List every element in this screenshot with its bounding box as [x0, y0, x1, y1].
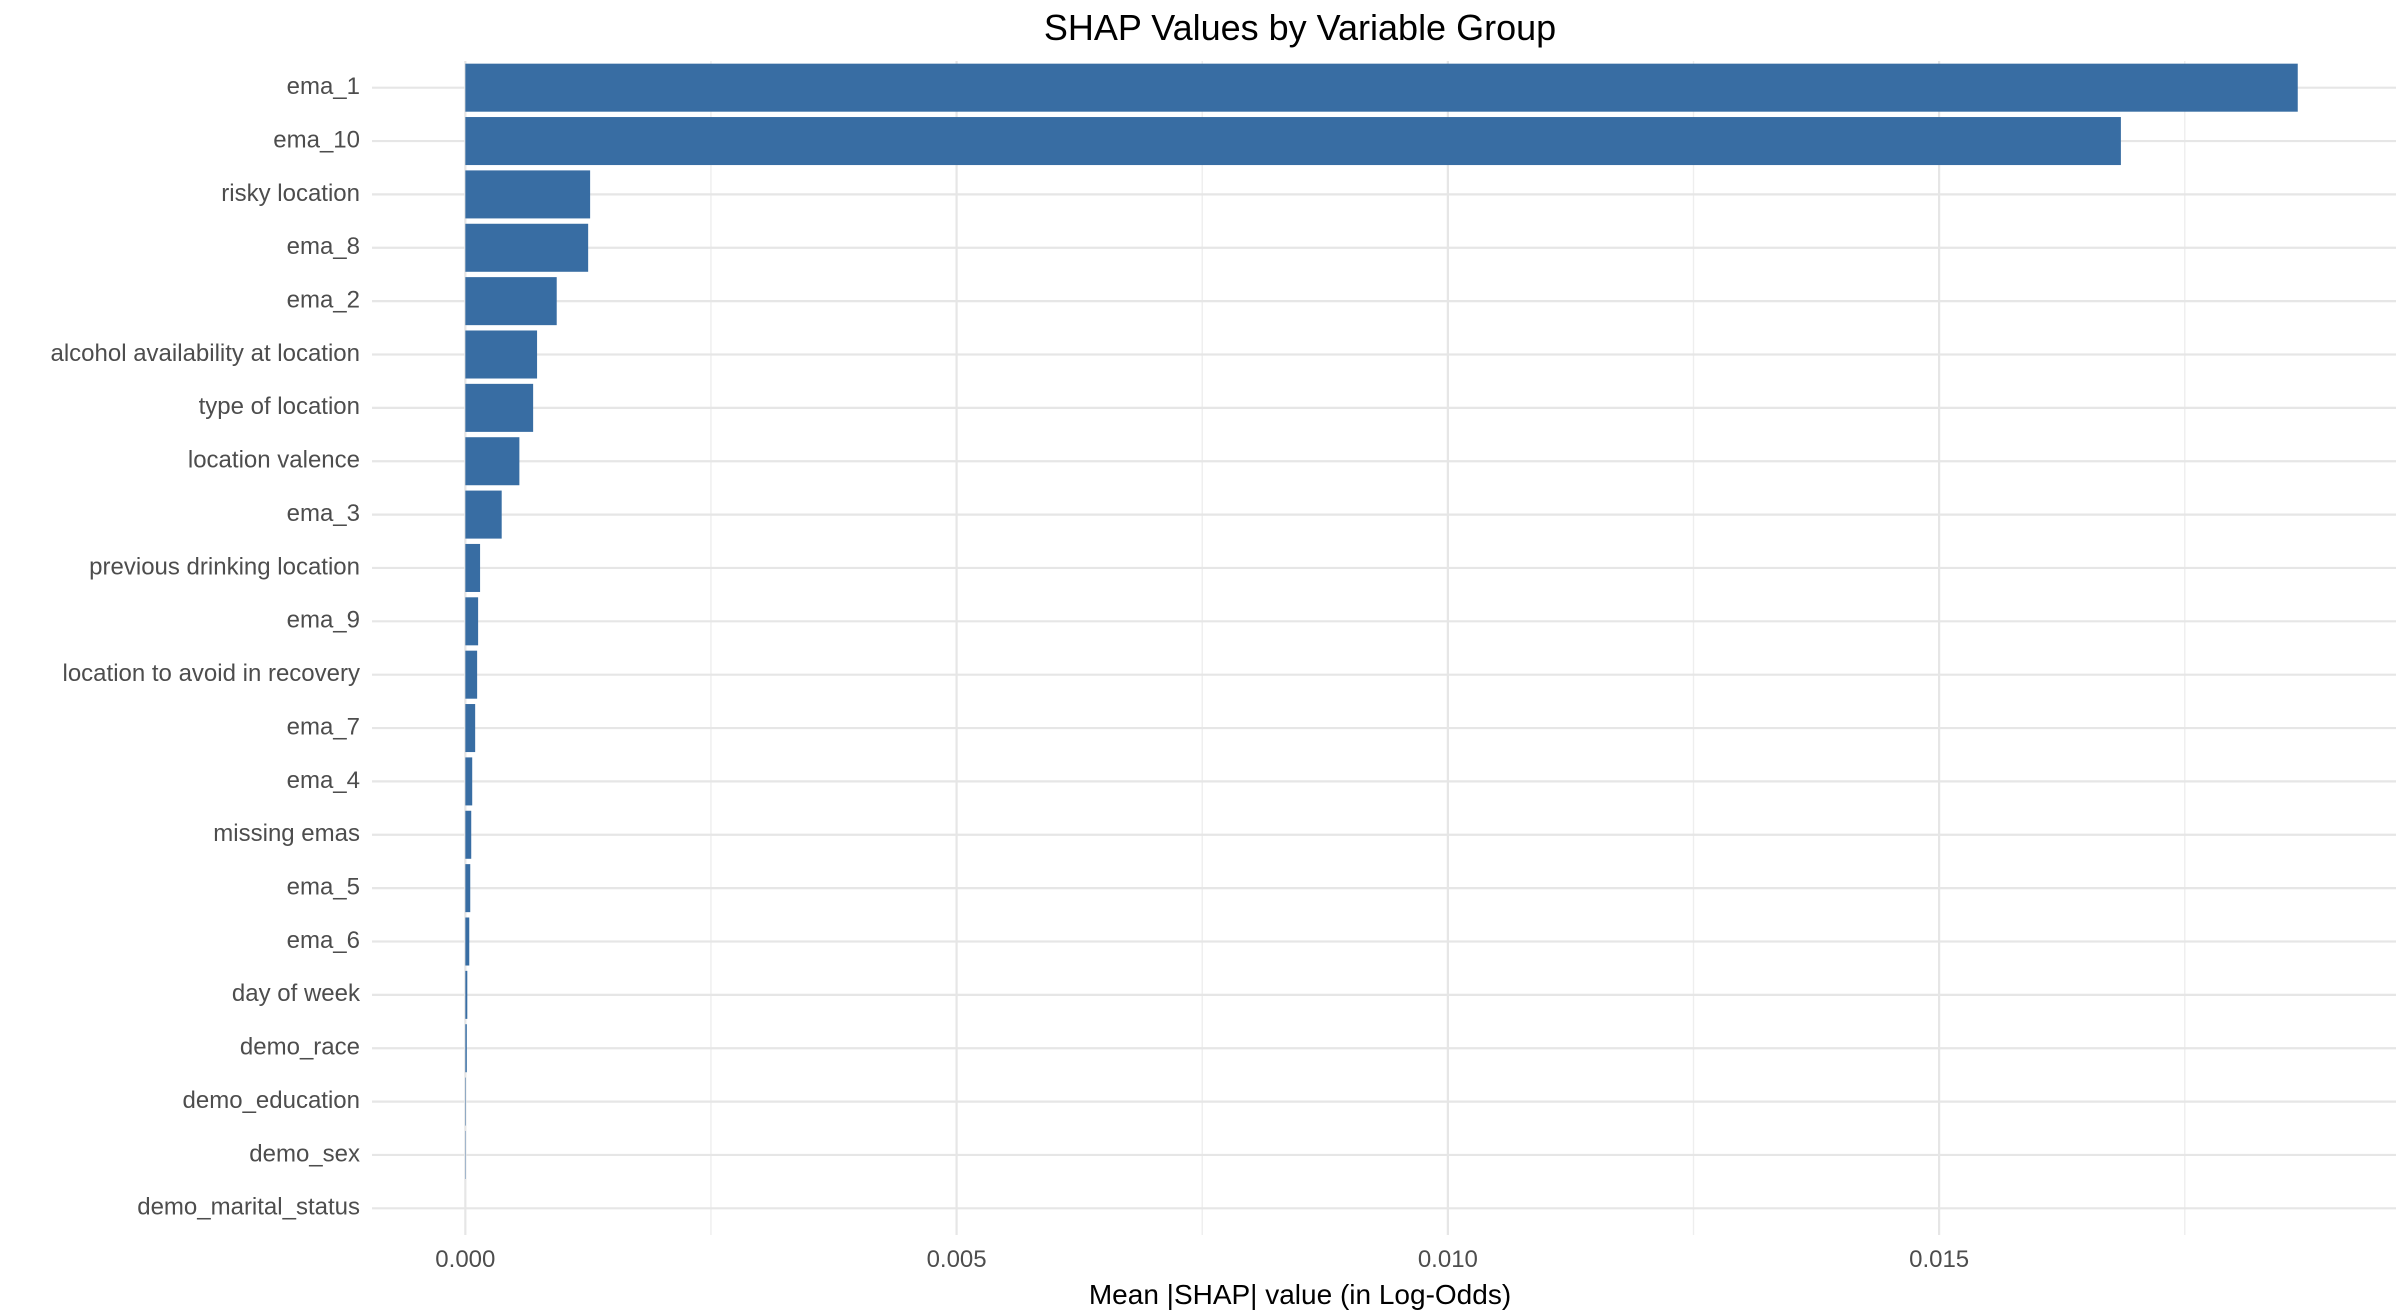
y-tick-label: previous drinking location: [89, 553, 360, 580]
y-tick-label: ema_8: [287, 233, 360, 260]
bar: [465, 757, 473, 806]
bar: [465, 490, 502, 539]
y-tick-label: alcohol availability at location: [50, 340, 360, 367]
y-tick-label: day of week: [232, 980, 361, 1007]
y-tick-label: demo_marital_status: [137, 1194, 360, 1221]
bar: [465, 864, 471, 913]
bar: [465, 543, 481, 592]
bar: [465, 383, 534, 432]
x-tick-label: 0.015: [1909, 1246, 1969, 1273]
y-tick-label: ema_6: [287, 927, 360, 954]
x-tick-label: 0.000: [435, 1246, 495, 1273]
x-tick-label: 0.005: [927, 1246, 987, 1273]
x-tick-label: 0.010: [1418, 1246, 1478, 1273]
y-tick-label: ema_3: [287, 500, 360, 527]
y-tick-label: risky location: [221, 180, 360, 207]
y-tick-label: demo_race: [240, 1034, 360, 1061]
y-tick-label: ema_7: [287, 713, 360, 740]
bar: [465, 650, 478, 699]
y-tick-label: ema_1: [287, 73, 360, 100]
y-tick-label: ema_9: [287, 607, 360, 634]
y-tick-label: type of location: [199, 393, 360, 420]
bars: [465, 63, 2298, 1179]
x-axis-ticks: 0.000 0.005 0.010 0.015: [435, 1246, 1969, 1273]
bar: [465, 330, 538, 379]
bar: [465, 597, 479, 646]
y-tick-label: missing emas: [213, 820, 360, 847]
chart-title: SHAP Values by Variable Group: [1044, 7, 1556, 48]
bar: [465, 437, 520, 486]
bar: [465, 63, 2298, 112]
y-tick-label: ema_10: [273, 126, 360, 153]
y-tick-label: location valence: [188, 447, 360, 474]
bar: [465, 704, 476, 753]
y-tick-label: demo_education: [183, 1087, 360, 1114]
y-tick-label: ema_5: [287, 873, 360, 900]
bar: [465, 917, 470, 966]
bar: [465, 810, 472, 859]
bar: [465, 277, 557, 326]
x-axis-label: Mean |SHAP| value (in Log-Odds): [1089, 1279, 1511, 1310]
bar: [465, 223, 589, 272]
y-tick-label: demo_sex: [249, 1140, 360, 1167]
y-tick-label: ema_2: [287, 286, 360, 313]
y-tick-label: location to avoid in recovery: [63, 660, 361, 687]
y-tick-label: ema_4: [287, 767, 360, 794]
bar: [465, 117, 2121, 166]
bar: [465, 170, 591, 219]
bar: [465, 970, 468, 1019]
grid: [372, 61, 2396, 1235]
bar: [465, 1024, 467, 1073]
